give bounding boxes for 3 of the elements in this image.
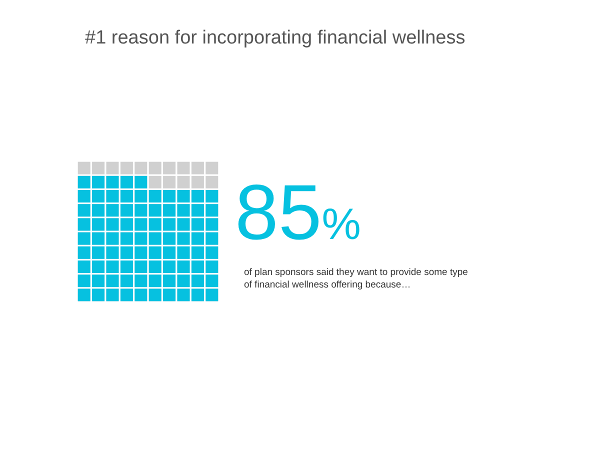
data-label: 85% xyxy=(235,168,361,256)
text: of plan sponsors said they want to provide some type of financial wellness offering because… xyxy=(244,267,468,290)
text: #1 reason for incorporating financial wellness xyxy=(85,28,466,49)
